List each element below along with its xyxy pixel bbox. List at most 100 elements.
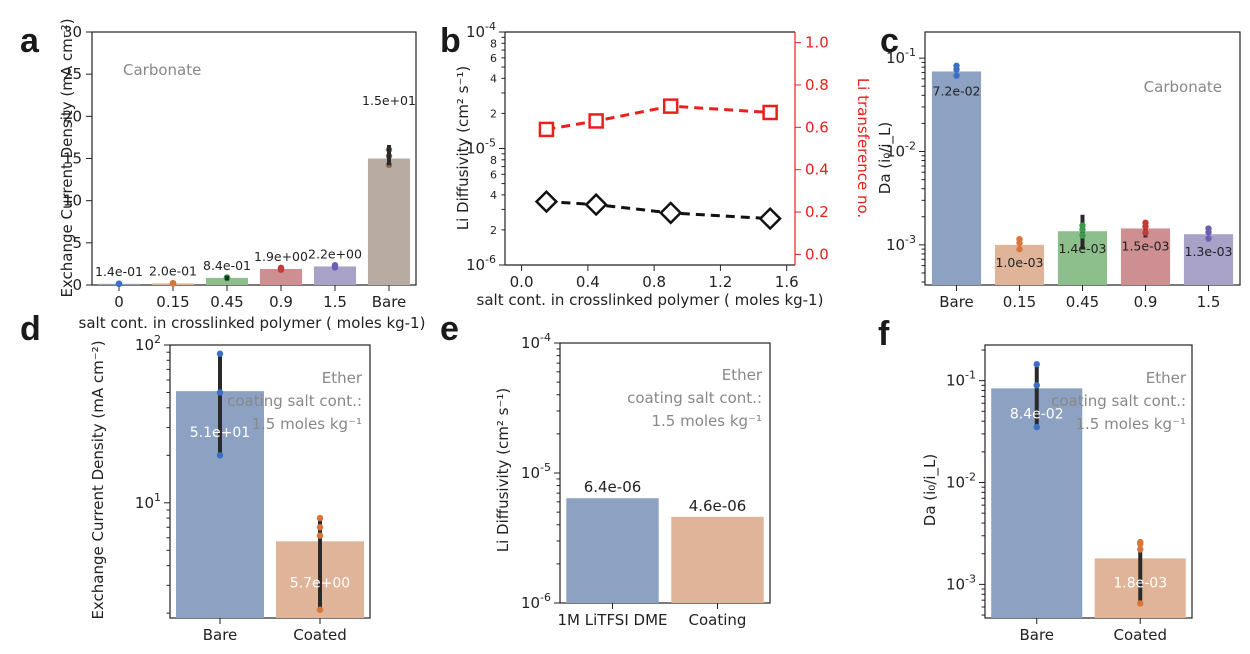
square-marker (588, 113, 604, 129)
x-tick-label: 0.9 (1134, 293, 1158, 311)
data-label: 2.2e+00 (308, 246, 362, 261)
data-point (1079, 222, 1086, 229)
x-tick-label: 1.5 (323, 293, 347, 311)
bar (671, 516, 764, 603)
data-label: 5.1e+01 (190, 425, 250, 441)
x-tick-label: 0.9 (269, 293, 293, 311)
square-marker (662, 98, 679, 114)
data-label: 1.8e-03 (1113, 575, 1167, 591)
data-label: 8.4e-01 (203, 258, 251, 273)
y-tick-label: 20 (63, 107, 82, 125)
panel-letter-f: f (878, 315, 890, 353)
y-minor-tick-label: 4 (490, 189, 497, 202)
y-minor-tick-label: 4 (490, 72, 497, 85)
annotation-line: 1.5 moles kg⁻¹ (1075, 415, 1186, 433)
panel-f-frame (984, 344, 1193, 619)
y-tick-label: 10-3 (886, 233, 916, 254)
data-point (316, 514, 324, 522)
y-tick-label: 25 (63, 65, 82, 83)
annotation: Carbonate (123, 61, 201, 79)
diamond-marker (584, 192, 608, 217)
x-tick-label: 0.45 (1066, 293, 1099, 311)
annotation-line: coating salt cont.: (227, 392, 362, 410)
x-tick-label: 0.8 (642, 273, 666, 291)
data-label: 8.4e-02 (1010, 406, 1064, 422)
annotation-line: Ether (322, 369, 363, 387)
annotation: Carbonate (1144, 78, 1222, 96)
diamond-marker (659, 201, 683, 225)
y-tick-label: 10-5 (521, 461, 551, 482)
bar (1183, 234, 1234, 285)
x-tick-label: Bare (939, 293, 974, 311)
y-tick-label: 5 (72, 234, 82, 252)
data-point (1016, 235, 1023, 243)
data-point (953, 72, 960, 79)
y-tick-label: 10-5 (466, 137, 496, 158)
data-point (316, 606, 324, 613)
data-point (216, 350, 224, 357)
x-tick-label: Bare (372, 293, 407, 311)
y-right-tick-label: 0.4 (805, 161, 829, 179)
y-axis-label: Da (i₀/i_L) (876, 122, 895, 194)
data-label: 5.7e+00 (290, 575, 350, 591)
data-point (1137, 600, 1144, 607)
data-point (169, 279, 177, 287)
y-tick-label: 0 (72, 276, 82, 294)
panel-d-frame (169, 344, 371, 619)
y-right-tick-label: 1.0 (805, 34, 829, 52)
panel-letter-d: d (20, 310, 41, 348)
y-tick-label: 10-1 (946, 369, 976, 390)
data-point (331, 261, 339, 269)
panel-letter-b: b (440, 22, 461, 60)
x-tick-label: Bare (1019, 626, 1054, 644)
data-point (1137, 538, 1144, 546)
bar (259, 268, 303, 285)
y-axis-label: Exchange Current Density (mA cm⁻²) (58, 18, 76, 297)
annotation-line: 1.5 moles kg⁻¹ (251, 415, 362, 433)
y-axis-label: Da (i₀/i_L) (921, 454, 940, 526)
x-tick-label: Coated (1114, 626, 1167, 644)
y-tick-label: 10-2 (886, 139, 916, 160)
data-point (316, 532, 324, 539)
annotation-line: coating salt cont.: (1051, 392, 1186, 410)
x-tick-label: 1M LiTFSI DME (558, 611, 668, 629)
data-label: 1.5e-03 (1122, 238, 1170, 253)
panel-letter-c: c (880, 22, 899, 60)
y-tick-label: 101 (135, 491, 161, 512)
y-tick-label: 10-4 (466, 20, 496, 41)
data-point (1142, 229, 1149, 236)
y-minor-tick-label: 6 (490, 52, 497, 65)
y-minor-tick-label: 6 (490, 168, 497, 181)
y-axis-label: Li Diffusivity (cm² s⁻¹) (454, 66, 472, 231)
data-point (1033, 361, 1040, 368)
data-label: 1.4e-01 (95, 264, 143, 279)
y-tick-label: 10-6 (466, 253, 496, 274)
x-tick-label: 1.6 (775, 273, 799, 291)
x-tick-label: Coating (689, 611, 747, 629)
data-label: 1.5e+01 (362, 93, 416, 108)
data-point (277, 264, 285, 272)
data-point (216, 452, 224, 459)
bar (1120, 228, 1171, 285)
data-label: 1.3e-03 (1185, 244, 1233, 259)
series-line-diffusivity (546, 200, 771, 221)
data-point (115, 280, 123, 287)
panel-letter-a: a (20, 22, 40, 60)
data-point (1205, 235, 1212, 242)
y-tick-label: 30 (63, 23, 82, 41)
y-right-tick-label: 0.2 (805, 203, 829, 221)
bar (566, 498, 659, 603)
x-tick-label: 1.5 (1197, 293, 1221, 311)
data-point (1033, 423, 1040, 431)
x-tick-label: 0.15 (156, 293, 189, 311)
y-right-axis-label: Li transference no. (854, 78, 872, 218)
data-label: 4.6e-06 (689, 497, 747, 515)
y-axis-label: Exchange Current Density (mA cm⁻²) (89, 340, 107, 619)
annotation-line: Ether (1146, 369, 1187, 387)
y-axis-label: Li Diffusivity (cm² s⁻¹) (494, 388, 512, 553)
data-label: 1.4e-03 (1059, 241, 1107, 256)
series-line-transference (546, 104, 771, 131)
x-tick-label: 0.0 (510, 273, 534, 291)
x-tick-label: Bare (203, 626, 238, 644)
x-tick-label: 0 (114, 293, 124, 311)
